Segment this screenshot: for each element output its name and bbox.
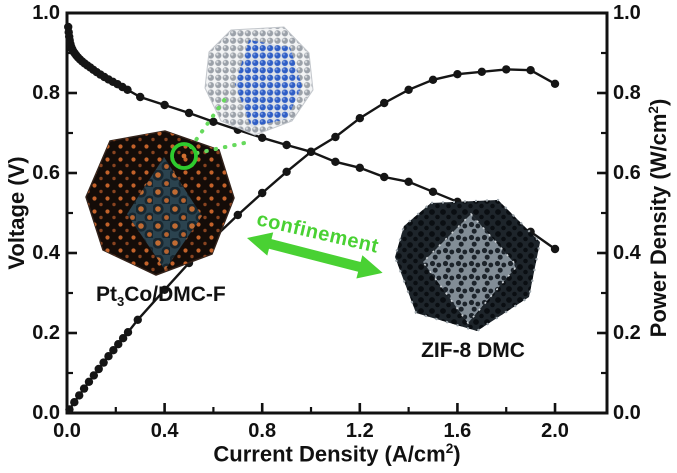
- power-density-point: [258, 188, 267, 198]
- x-tick-label: 0.8: [248, 420, 277, 442]
- polarization-voltage-point: [123, 85, 132, 95]
- y-left-tick-label: 0.6: [32, 162, 60, 184]
- power-density-point: [65, 405, 74, 414]
- polarization-voltage-point: [282, 140, 291, 150]
- power-density-point: [70, 398, 79, 407]
- power-density-point: [160, 285, 169, 294]
- y-right-tick-label: 0.2: [613, 322, 641, 344]
- power-density-point: [133, 315, 142, 324]
- y-right-tick-label: 1.0: [613, 2, 641, 24]
- polarization-voltage-point: [160, 100, 169, 110]
- power-density-point: [404, 85, 413, 95]
- y-axis-title-right-sup: 2: [645, 106, 661, 114]
- catalyst-label: Pt3Co/DMC-F: [96, 283, 226, 310]
- y-left-tick-label: 0.2: [32, 322, 60, 344]
- power-density-point: [550, 79, 560, 89]
- power-density-point: [94, 364, 103, 374]
- y-left-tick-label: 1.0: [32, 2, 60, 24]
- power-density-point: [233, 210, 243, 220]
- power-density-point: [526, 66, 535, 75]
- y-right-tick-label: 0.8: [613, 82, 641, 104]
- power-density-point: [331, 132, 340, 142]
- x-tick-label: 1.6: [443, 420, 472, 442]
- power-density-point: [104, 352, 113, 361]
- x-tick-label: 0.4: [150, 420, 179, 442]
- y-right-tick-label: 0.0: [613, 402, 641, 424]
- power-density-point: [84, 377, 94, 386]
- y-axis-title-right-text: Power Density (W/cm: [646, 113, 672, 338]
- ptco-dmc-f-particle-illustration: [85, 130, 235, 276]
- double-arrow-icon: [247, 232, 383, 279]
- power-density-point: [114, 340, 123, 349]
- y-right-tick-label: 0.6: [613, 162, 641, 184]
- polarization-voltage-point: [550, 244, 560, 254]
- y-right-tick-label: 0.4: [613, 242, 641, 264]
- power-density-point: [428, 75, 438, 85]
- power-density-point: [477, 67, 487, 77]
- power-density-point: [123, 328, 133, 337]
- confinement-arrow-group: [247, 232, 383, 279]
- polarization-voltage-point: [404, 177, 413, 186]
- x-tick-label: 1.2: [345, 420, 374, 442]
- power-density-point: [380, 98, 389, 108]
- power-density-point: [502, 65, 511, 74]
- zif-label: ZIF-8 DMC: [421, 339, 525, 362]
- highlight-ring-icon: [170, 142, 198, 170]
- power-density-point: [109, 346, 118, 355]
- magnification-callout: [170, 97, 251, 170]
- polarization-voltage-point: [380, 172, 389, 182]
- power-density-point: [118, 334, 128, 343]
- power-density-point: [75, 391, 84, 400]
- highlighted-atom: [181, 153, 187, 159]
- callout-dotted-line: [195, 140, 251, 155]
- polarization-voltage-point: [428, 187, 438, 196]
- y-left-tick-label: 0.4: [32, 242, 60, 264]
- power-density-point: [306, 147, 316, 156]
- power-density-point: [282, 167, 291, 176]
- y-axis-title-right: Power Density (W/cm2): [646, 99, 672, 338]
- ptco-atomic-model-illustration: [204, 26, 314, 136]
- power-density-point: [89, 371, 99, 380]
- polarization-voltage-point: [258, 133, 267, 142]
- power-density-point: [453, 70, 462, 79]
- callout-dotted-line: [189, 97, 227, 149]
- polarization-voltage-point: [355, 163, 365, 172]
- x-axis-title-close: ): [453, 441, 461, 467]
- x-axis-title-text: Current Density (A/cm: [213, 441, 446, 467]
- plot-frame: [65, 11, 609, 415]
- polarization-voltage-point: [136, 92, 145, 102]
- x-axis-title: Current Density (A/cm2): [213, 441, 460, 467]
- y-left-tick-label: 0.0: [32, 402, 60, 424]
- polarization-voltage-point: [331, 157, 340, 166]
- x-axis-title-sup: 2: [445, 441, 454, 456]
- x-tick-label: 0.0: [53, 420, 81, 442]
- polarization-voltage-point: [184, 108, 194, 118]
- x-tick-label: 2.0: [541, 420, 569, 442]
- power-density-point: [79, 384, 89, 393]
- y-left-tick-label: 0.8: [32, 82, 60, 104]
- zif-8-dmc-particle-illustration: [393, 198, 542, 333]
- power-density-point: [355, 114, 365, 123]
- polarization-voltage-point: [209, 117, 218, 127]
- power-density-point: [99, 358, 108, 367]
